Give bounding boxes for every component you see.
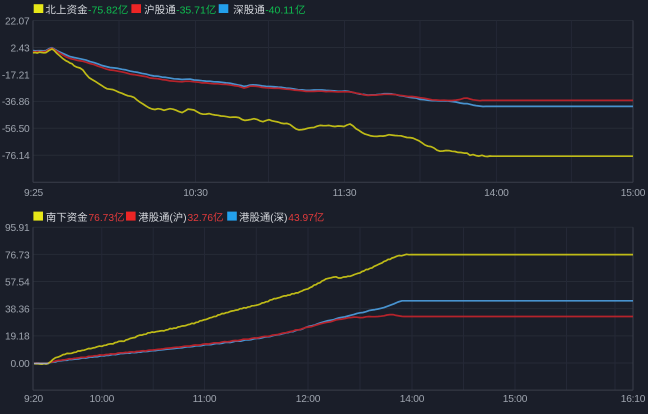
svg-text:15:00: 15:00 — [503, 394, 528, 405]
svg-text:): ) — [183, 213, 186, 224]
svg-text:(: ( — [170, 213, 174, 224]
svg-text:-17.21: -17.21 — [2, 70, 30, 81]
svg-text:-75.82: -75.82 — [88, 4, 118, 16]
svg-text:57.54: 57.54 — [5, 277, 30, 288]
svg-text:10:00: 10:00 — [90, 394, 115, 405]
svg-text:-56.50: -56.50 — [2, 124, 30, 135]
svg-text:): ) — [284, 213, 287, 224]
svg-text:9:20: 9:20 — [24, 394, 44, 405]
svg-text:32.76: 32.76 — [188, 213, 214, 224]
svg-text:12:00: 12:00 — [296, 394, 321, 405]
svg-text:10:30: 10:30 — [183, 188, 208, 199]
svg-text:-36.86: -36.86 — [2, 97, 30, 108]
svg-text:95.91: 95.91 — [5, 223, 30, 234]
svg-text:-76.14: -76.14 — [2, 151, 30, 162]
svg-text:43.97: 43.97 — [288, 213, 314, 224]
svg-text:-35.71: -35.71 — [176, 4, 206, 16]
svg-text:11:30: 11:30 — [333, 188, 357, 199]
svg-text:16:10: 16:10 — [621, 394, 646, 405]
svg-text:9:25: 9:25 — [24, 188, 44, 199]
svg-text:(: ( — [270, 213, 274, 224]
svg-text:0.00: 0.00 — [10, 359, 30, 370]
svg-text:15:00: 15:00 — [621, 188, 646, 199]
svg-text:22.07: 22.07 — [5, 16, 30, 27]
svg-text:14:00: 14:00 — [484, 188, 509, 199]
svg-text:14:00: 14:00 — [400, 394, 425, 405]
svg-text:-40.11: -40.11 — [265, 4, 294, 16]
svg-text:76.73: 76.73 — [89, 213, 115, 224]
svg-text:38.36: 38.36 — [5, 305, 30, 316]
svg-text:2.43: 2.43 — [10, 43, 30, 54]
svg-text:11:00: 11:00 — [193, 394, 217, 405]
svg-text:76.73: 76.73 — [5, 250, 30, 261]
svg-text:19.18: 19.18 — [5, 332, 30, 343]
